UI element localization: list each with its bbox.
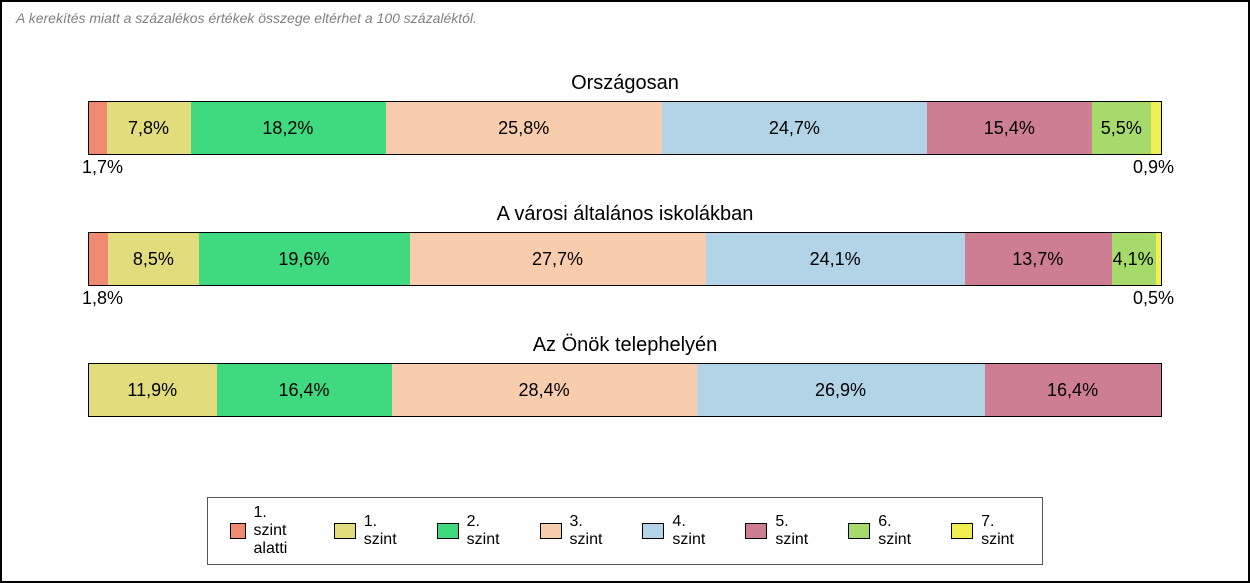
segment-value-below-left: 1,7% <box>82 157 123 178</box>
bar-wrap: 8,5% 19,6% 27,7% 24,1% 13,7% 4,1% 1,8%0,5% <box>88 232 1162 308</box>
charts-container: Országosan 7,8% 18,2% 25,8% 24,7% 15,4% 5,5% 1,… <box>2 72 1248 443</box>
legend-item: 6. szint <box>848 513 917 549</box>
legend-label: 7. szint <box>981 513 1020 549</box>
bar-wrap: 11,9% 16,4% 28,4% 26,9% 16,4% <box>88 363 1162 417</box>
legend-item: 1. szint <box>334 513 403 549</box>
bar-segment: 27,7% <box>410 233 707 285</box>
legend-item: 4. szint <box>642 513 711 549</box>
segment-value: 7,8% <box>128 118 169 139</box>
legend-swatch <box>334 523 356 539</box>
bar-segment: 16,4% <box>217 364 393 416</box>
bar-segment: 25,8% <box>386 102 663 154</box>
bar-segment: 11,9% <box>89 364 217 416</box>
segment-value: 27,7% <box>532 249 583 270</box>
segment-value: 24,1% <box>810 249 861 270</box>
legend-swatch <box>951 523 973 539</box>
chart-title: Országosan <box>62 72 1188 95</box>
bar-segment <box>89 102 107 154</box>
legend-label: 5. szint <box>775 513 814 549</box>
legend-label: 2. szint <box>467 513 506 549</box>
legend: 1. szint alatti 1. szint 2. szint 3. szint 4… <box>207 497 1043 565</box>
stacked-bar: 11,9% 16,4% 28,4% 26,9% 16,4% <box>88 363 1162 417</box>
bar-segment <box>1156 233 1161 285</box>
segment-value: 4,1% <box>1113 249 1154 270</box>
segment-value: 13,7% <box>1012 249 1063 270</box>
chart-block: Országosan 7,8% 18,2% 25,8% 24,7% 15,4% 5,5% 1,… <box>62 72 1188 177</box>
bar-segment: 19,6% <box>199 233 409 285</box>
segment-value: 16,4% <box>278 380 329 401</box>
segment-value: 24,7% <box>769 118 820 139</box>
segment-value: 19,6% <box>278 249 329 270</box>
chart-block: A városi általános iskolákban 8,5% 19,6% 27… <box>62 203 1188 308</box>
stacked-bar: 8,5% 19,6% 27,7% 24,1% 13,7% 4,1% <box>88 232 1162 286</box>
bar-segment: 7,8% <box>107 102 191 154</box>
bar-segment: 13,7% <box>965 233 1112 285</box>
segment-value: 11,9% <box>127 380 177 401</box>
segment-value: 15,4% <box>984 118 1035 139</box>
bar-segment: 4,1% <box>1112 233 1156 285</box>
stacked-bar: 7,8% 18,2% 25,8% 24,7% 15,4% 5,5% <box>88 101 1162 155</box>
legend-item: 1. szint alatti <box>230 504 300 558</box>
legend-swatch <box>437 523 459 539</box>
chart-title: A városi általános iskolákban <box>62 203 1188 226</box>
legend-item: 7. szint <box>951 513 1020 549</box>
legend-swatch <box>848 523 870 539</box>
bar-segment: 26,9% <box>697 364 985 416</box>
legend-swatch <box>540 523 562 539</box>
bar-wrap: 7,8% 18,2% 25,8% 24,7% 15,4% 5,5% 1,7%0,9% <box>88 101 1162 177</box>
bar-segment: 15,4% <box>927 102 1092 154</box>
segment-value-below-right: 0,9% <box>1133 157 1174 178</box>
legend-label: 1. szint <box>364 513 403 549</box>
legend-item: 5. szint <box>745 513 814 549</box>
segment-value-below-right: 0,5% <box>1133 288 1174 309</box>
segment-value: 28,4% <box>519 380 570 401</box>
segment-value: 5,5% <box>1101 118 1142 139</box>
legend-item: 3. szint <box>540 513 609 549</box>
bar-segment <box>89 233 108 285</box>
bar-segment: 28,4% <box>392 364 696 416</box>
chart-title: Az Önök telephelyén <box>62 334 1188 357</box>
legend-label: 4. szint <box>672 513 711 549</box>
chart-block: Az Önök telephelyén11,9%16,4%28,4%26,9%1… <box>62 334 1188 417</box>
chart-frame: A kerekítés miatt a százalékos értékek ö… <box>0 0 1250 583</box>
bar-segment: 24,1% <box>706 233 964 285</box>
bar-segment: 16,4% <box>985 364 1161 416</box>
bar-segment <box>1151 102 1161 154</box>
segment-value: 25,8% <box>498 118 549 139</box>
legend-label: 6. szint <box>878 513 917 549</box>
bar-segment: 8,5% <box>108 233 199 285</box>
segment-value: 18,2% <box>262 118 313 139</box>
bar-segment: 18,2% <box>191 102 386 154</box>
segment-value: 8,5% <box>133 249 174 270</box>
legend-label: 3. szint <box>570 513 609 549</box>
bar-segment: 5,5% <box>1092 102 1151 154</box>
legend-item: 2. szint <box>437 513 506 549</box>
legend-swatch <box>642 523 664 539</box>
legend-swatch <box>745 523 767 539</box>
below-labels: 1,7%0,9% <box>88 155 1162 177</box>
below-labels: 1,8%0,5% <box>88 286 1162 308</box>
bar-segment: 24,7% <box>662 102 927 154</box>
segment-value: 26,9% <box>815 380 866 401</box>
legend-swatch <box>230 523 246 539</box>
legend-label: 1. szint alatti <box>254 504 300 558</box>
rounding-note: A kerekítés miatt a százalékos értékek ö… <box>16 10 1236 26</box>
segment-value: 16,4% <box>1047 380 1098 401</box>
segment-value-below-left: 1,8% <box>82 288 123 309</box>
